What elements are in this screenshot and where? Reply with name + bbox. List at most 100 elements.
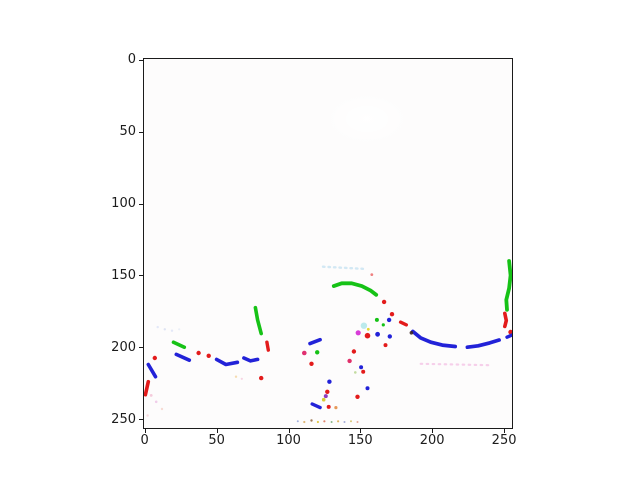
noise-specks-mark (154, 400, 158, 404)
blue-strokes-mark (505, 333, 512, 339)
blue-strokes-mark (410, 329, 458, 349)
noise-specks-mark (337, 420, 340, 423)
blue-strokes-mark (310, 402, 322, 410)
red-strokes-mark (196, 350, 201, 356)
noise-specks-mark (356, 421, 359, 423)
red-strokes-mark (508, 329, 512, 335)
y-tick-label: 100 (111, 196, 136, 211)
y-tick-label: 250 (111, 411, 136, 427)
noise-specks-mark (163, 328, 166, 331)
noise-specks-mark (146, 414, 149, 417)
x-tick-mark (360, 429, 362, 433)
x-tick-mark (432, 429, 434, 433)
x-tick-label: 0 (140, 433, 149, 448)
green-strokes-mark (253, 305, 263, 336)
blue-strokes-mark (327, 379, 332, 384)
y-tick-mark (139, 275, 143, 277)
noise-specks-mark (355, 330, 361, 336)
x-tick-mark (504, 429, 506, 433)
x-tick-mark (288, 429, 290, 433)
blue-strokes-mark (409, 331, 414, 335)
green-strokes-mark (171, 340, 187, 350)
noise-specks-mark (323, 420, 326, 423)
red-strokes-mark (309, 361, 314, 366)
noise-specks-mark (360, 322, 368, 329)
noise-specks-mark (156, 325, 159, 329)
green-strokes-mark (381, 323, 385, 327)
noise-specks-mark (343, 421, 346, 423)
red-strokes-mark (351, 349, 357, 354)
red-strokes-mark (370, 273, 374, 276)
blue-strokes-mark (308, 337, 322, 346)
noise-specks-mark (170, 329, 174, 332)
red-strokes-mark (302, 350, 307, 356)
y-tick-label: 150 (111, 267, 136, 283)
blue-strokes-mark (387, 334, 392, 339)
noise-specks-mark (296, 420, 299, 423)
red-strokes-mark (206, 353, 211, 358)
blue-strokes-mark (375, 331, 380, 337)
blue-strokes-mark (465, 338, 501, 350)
noise-specks-mark (323, 394, 328, 399)
noise-specks-mark (330, 421, 333, 423)
noise-specks-mark (366, 327, 370, 331)
x-tick-label: 150 (347, 433, 373, 448)
red-strokes-mark (152, 355, 157, 361)
red-strokes-mark (389, 312, 395, 317)
y-tick-mark (139, 59, 143, 61)
blue-strokes-mark (386, 317, 392, 323)
red-strokes-mark (381, 299, 387, 305)
noise-specks-mark (178, 328, 181, 331)
green-strokes-mark (315, 350, 320, 355)
noise-specks-mark (321, 397, 326, 402)
y-tick-label: 50 (119, 124, 136, 140)
blue-strokes-mark (214, 357, 240, 367)
y-tick-mark (139, 347, 143, 349)
x-tick-mark (144, 429, 146, 433)
blue-strokes-mark (321, 265, 366, 271)
noise-specks-mark (160, 407, 164, 411)
y-tick-mark (139, 203, 143, 205)
red-strokes-mark (325, 389, 330, 394)
red-strokes-mark (355, 394, 360, 399)
y-tick-mark (139, 131, 143, 133)
y-tick-mark (139, 419, 143, 421)
blue-strokes-mark (146, 362, 158, 379)
faint-highlight (322, 91, 412, 147)
x-tick-label: 250 (491, 433, 517, 448)
noise-specks-mark (310, 419, 313, 422)
x-tick-label: 100 (276, 433, 301, 448)
red-strokes-mark (383, 343, 388, 348)
x-tick-label: 50 (208, 433, 225, 448)
x-tick-mark (216, 429, 218, 433)
blue-strokes-mark (359, 365, 364, 370)
noise-specks-mark (350, 420, 352, 423)
red-strokes-mark (259, 375, 264, 381)
red-strokes-mark (361, 369, 366, 374)
y-tick-label: 200 (111, 339, 136, 355)
blue-strokes-mark (242, 356, 260, 363)
blue-strokes-mark (365, 386, 370, 391)
noise-specks-mark (240, 377, 243, 380)
red-strokes-mark (144, 379, 151, 397)
blue-strokes-mark (174, 352, 192, 363)
red-strokes-mark (398, 320, 408, 327)
red-strokes-mark (347, 358, 352, 364)
red-strokes-mark (265, 340, 271, 352)
noise-specks-mark (419, 362, 491, 367)
green-strokes-mark (504, 259, 512, 312)
noise-specks-mark (354, 371, 357, 374)
noise-specks-mark (334, 406, 338, 410)
plot-area (143, 58, 513, 429)
red-strokes-mark (502, 311, 509, 329)
red-strokes-mark (326, 404, 331, 409)
noise-specks-mark (234, 375, 238, 378)
noise-specks-mark (303, 420, 306, 424)
x-tick-label: 200 (419, 433, 445, 448)
noise-specks-mark (149, 394, 153, 397)
red-strokes-mark (364, 332, 371, 339)
green-strokes-mark (374, 317, 379, 322)
noise-specks-mark (316, 420, 319, 424)
green-strokes-mark (331, 281, 379, 297)
